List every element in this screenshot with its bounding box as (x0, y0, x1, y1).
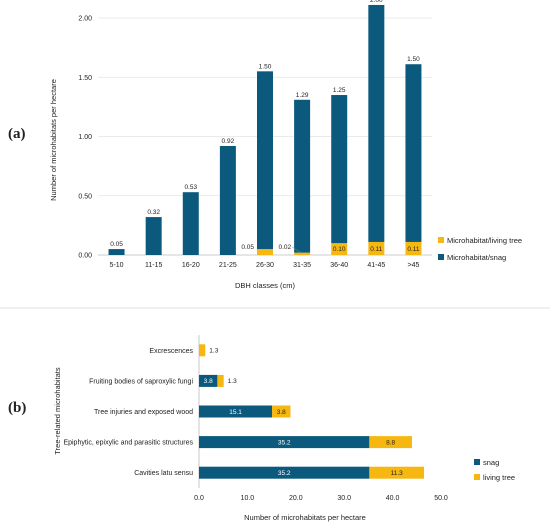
data-label-total: 0.53 (184, 184, 197, 191)
bar-living-tree (368, 241, 385, 255)
y-tick-label: 1.50 (78, 75, 92, 82)
legend-swatch-snag-b (474, 459, 480, 465)
panel-label-a: (a) (8, 126, 26, 142)
x-tick-label: 0.0 (194, 495, 204, 502)
bar-snag (199, 374, 218, 387)
bar-snag (257, 71, 273, 250)
data-label-total: 1.25 (333, 87, 346, 94)
chart-a-bars (108, 4, 422, 255)
x-tick-label: 11-15 (145, 262, 162, 269)
legend-label-snag-b: snag (483, 458, 499, 467)
chart-b-data-labels: 1.3 3.8 1.3 15.1 3.8 35.2 8.8 35.2 11.3 (204, 348, 404, 477)
bar-snag (199, 466, 370, 479)
bar-snag (182, 192, 199, 255)
leader-line (291, 246, 302, 254)
data-label-snag: 35.2 (278, 470, 291, 477)
x-tick-label: 20.0 (289, 495, 303, 502)
category-label: Cavities latu sensu (134, 470, 193, 477)
y-tick-label: 0.00 (78, 253, 92, 260)
bar-snag (294, 99, 311, 253)
y-tick-label: 2.00 (78, 16, 92, 23)
legend-label-living-tree-b: living tree (483, 473, 515, 482)
y-tick-label: 1.00 (78, 134, 92, 141)
data-label-living: 0.11 (370, 246, 383, 253)
chart-b-x-axis-title: Number of microhabitats per hectare (244, 513, 366, 522)
legend-swatch-snag (438, 254, 444, 260)
x-tick-label: 41-45 (367, 262, 385, 269)
bar-living-tree (294, 252, 311, 255)
data-label-living: 1.3 (228, 378, 237, 385)
bar-living-tree (257, 249, 273, 255)
bar-snag (368, 4, 385, 242)
bar-snag (199, 405, 273, 418)
chart-a-y-axis-title: Number of microhabitats per hectare (49, 79, 58, 201)
chart-a-legend: Microhabitat/living tree Microhabitat/sn… (438, 236, 522, 262)
data-label-living: 3.8 (277, 409, 286, 416)
data-label-living: 0.05 (241, 244, 254, 251)
bar-snag (331, 95, 348, 244)
chart-b-bars (199, 344, 425, 479)
category-label: Excrescences (149, 348, 193, 355)
data-label-total: 1.50 (407, 56, 420, 63)
data-label-living: 0.02 (278, 244, 291, 251)
bar-living-tree (369, 466, 425, 479)
data-label-total: 1.50 (259, 63, 272, 70)
bar-living-tree (199, 344, 206, 357)
data-label-snag: 35.2 (278, 439, 291, 446)
data-label-total: 2.00 (370, 0, 383, 4)
data-label-living: 0.11 (407, 246, 420, 253)
chart-b-microhabitat-types: (b) Excrescences Fruiting bodies of sapro… (8, 335, 515, 522)
category-label: Fruiting bodies of saproxylic fungi (89, 378, 193, 385)
chart-a-dbh-classes: (a) 0.00 0.50 1.00 1.50 2.00 0.05 0.32 0.53 0.9… (8, 0, 522, 290)
category-label: Epiphytic, epixylic and parasitic struct… (63, 440, 193, 447)
legend-swatch-living-tree (438, 237, 444, 243)
data-label-living: 11.3 (391, 470, 404, 477)
category-label: Tree injuries and exposed wood (94, 409, 193, 416)
bar-living-tree (405, 241, 422, 255)
data-label-total: 1.29 (296, 92, 309, 99)
bar-snag (199, 436, 370, 449)
chart-a-x-tick-labels: 5-10 11-15 16-20 21-25 26-30 31-35 36-40 41-45 >… (110, 262, 420, 269)
x-tick-label: 36-40 (330, 262, 348, 269)
x-tick-label: 31-35 (293, 262, 311, 269)
chart-b-category-labels: Excrescences Fruiting bodies of saproxyli… (63, 348, 193, 477)
x-tick-label: 5-10 (110, 262, 124, 269)
data-label-snag: 3.8 (204, 378, 213, 385)
x-tick-label: 40.0 (386, 495, 400, 502)
data-label-snag: 15.1 (229, 409, 242, 416)
data-label-living: 1.3 (209, 348, 218, 355)
data-label-total: 0.92 (222, 138, 235, 145)
chart-a-x-axis-title: DBH classes (cm) (235, 281, 296, 290)
legend-label-living-tree: Microhabitat/living tree (447, 236, 522, 245)
legend-label-snag: Microhabitat/snag (447, 253, 506, 262)
x-tick-label: 10.0 (241, 495, 255, 502)
bar-living-tree (272, 405, 291, 418)
bar-living-tree (331, 243, 348, 255)
legend-swatch-living-tree-b (474, 474, 480, 480)
data-label-living: 0.10 (333, 246, 346, 253)
data-label-total: 0.32 (147, 209, 160, 216)
x-tick-label: 21-25 (219, 262, 237, 269)
x-tick-label: 16-20 (182, 262, 200, 269)
chart-b-legend: snag living tree (474, 458, 515, 482)
bar-snag (405, 64, 422, 242)
bar-living-tree (369, 436, 412, 449)
chart-b-x-tick-labels: 0.0 10.0 20.0 30.0 40.0 50.0 (194, 495, 448, 502)
x-tick-label: 50.0 (434, 495, 448, 502)
chart-b-y-axis-title: Tree-related microhabitats (53, 367, 62, 455)
data-label-total: 0.05 (110, 241, 123, 248)
bar-snag (219, 145, 236, 255)
bar-snag (108, 249, 125, 255)
x-tick-label: 30.0 (337, 495, 351, 502)
panel-label-b: (b) (8, 400, 26, 416)
x-tick-label: >45 (408, 262, 420, 269)
bar-living-tree (217, 374, 224, 387)
data-label-living: 8.8 (386, 439, 395, 446)
chart-a-y-tick-labels: 0.00 0.50 1.00 1.50 2.00 (78, 16, 92, 260)
y-tick-label: 0.50 (78, 193, 92, 200)
chart-a-data-labels: 0.05 0.32 0.53 0.92 1.50 0.05 1.29 0.02 1.25 0.10… (110, 0, 420, 254)
x-tick-label: 26-30 (256, 262, 274, 269)
bar-snag (145, 217, 162, 255)
